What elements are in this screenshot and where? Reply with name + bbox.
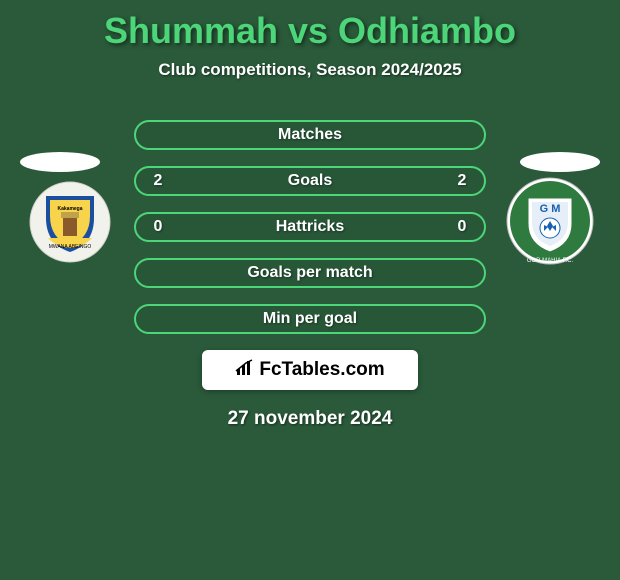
stat-label: Goals bbox=[168, 172, 452, 190]
brand-badge[interactable]: FcTables.com bbox=[202, 350, 418, 390]
svg-text:MWANA ABEINGO: MWANA ABEINGO bbox=[49, 244, 92, 250]
team-right-badge: G M GOR MAHIA F.C. bbox=[500, 176, 600, 266]
gor-mahia-crest-icon: G M GOR MAHIA F.C. bbox=[505, 176, 595, 266]
stat-row: Goals per match bbox=[134, 258, 486, 288]
team-left-badge: Kakamega MWANA ABEINGO bbox=[20, 180, 120, 264]
stat-row: Matches bbox=[134, 120, 486, 150]
page-title: Shummah vs Odhiambo bbox=[0, 0, 620, 52]
right-name-pill bbox=[520, 152, 600, 172]
svg-text:Kakamega: Kakamega bbox=[57, 206, 82, 212]
brand-text: FcTables.com bbox=[259, 359, 384, 381]
stat-left-value: 0 bbox=[148, 218, 168, 236]
kakamega-crest-icon: Kakamega MWANA ABEINGO bbox=[28, 180, 112, 264]
stat-label: Hattricks bbox=[168, 218, 452, 236]
stat-label: Min per goal bbox=[168, 310, 452, 328]
page-subtitle: Club competitions, Season 2024/2025 bbox=[0, 60, 620, 80]
snapshot-date: 27 november 2024 bbox=[0, 408, 620, 430]
stat-row: 0 Hattricks 0 bbox=[134, 212, 486, 242]
stat-left-value: 2 bbox=[148, 172, 168, 190]
chart-icon bbox=[235, 359, 255, 382]
svg-text:G M: G M bbox=[540, 203, 561, 215]
stat-right-value: 2 bbox=[452, 172, 472, 190]
stat-label: Goals per match bbox=[168, 264, 452, 282]
left-name-pill bbox=[20, 152, 100, 172]
stats-panel: Matches 2 Goals 2 0 Hattricks 0 Goals pe… bbox=[134, 120, 486, 334]
stat-row: 2 Goals 2 bbox=[134, 166, 486, 196]
stat-right-value: 0 bbox=[452, 218, 472, 236]
stat-label: Matches bbox=[168, 126, 452, 144]
svg-text:GOR MAHIA F.C.: GOR MAHIA F.C. bbox=[527, 258, 574, 264]
stat-row: Min per goal bbox=[134, 304, 486, 334]
